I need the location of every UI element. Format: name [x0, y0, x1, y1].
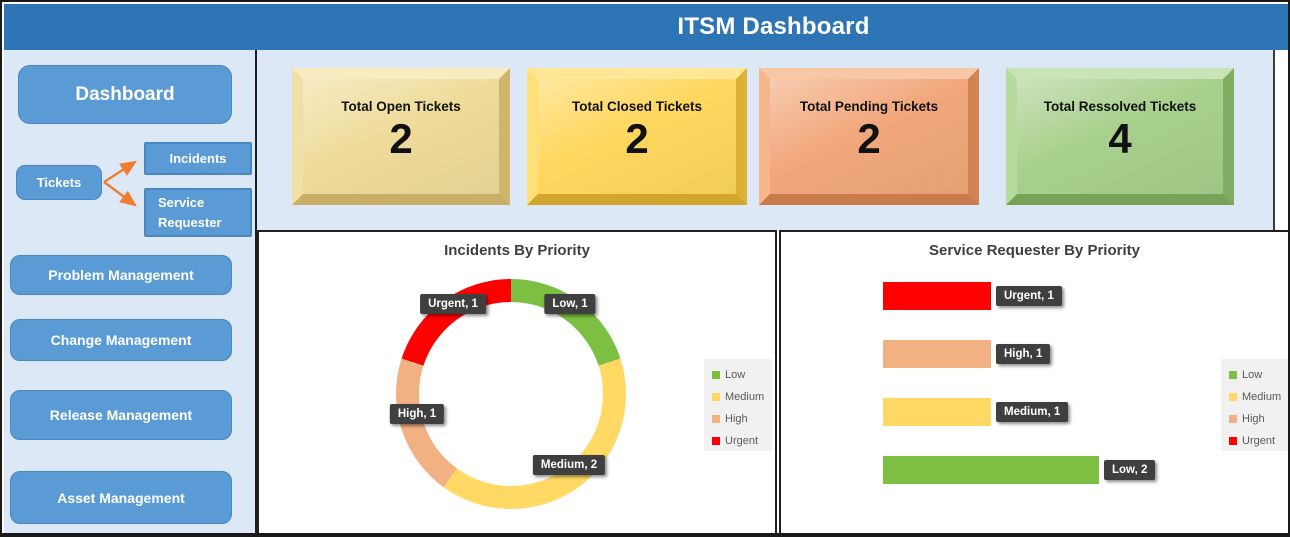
legend-label: Low [725, 369, 746, 381]
bar-medium [883, 398, 991, 426]
legend-item-low: Low [712, 364, 772, 386]
incidents-by-priority-chart-panel: Incidents By Priority Low, 1 Medium, 2 H… [257, 230, 777, 533]
bar-row-low: Low, 2 [883, 456, 1156, 484]
legend-item-medium: Medium [1229, 386, 1288, 408]
kpi-card-title: Total Open Tickets [341, 99, 461, 114]
kpi-card-value: 2 [625, 115, 649, 162]
donut-ring [396, 279, 626, 509]
bar-row-medium: Medium, 1 [883, 398, 1069, 426]
kpi-card-title: Total Pending Tickets [799, 99, 939, 114]
legend-label: Urgent [1242, 435, 1276, 447]
service-requester-by-priority-chart-panel: Service Requester By Priority Urgent, 1 H… [779, 230, 1288, 533]
legend-item-low: Low [1229, 364, 1288, 386]
donut-legend: Low Medium High Urgent [704, 359, 772, 451]
kpi-card-closed-tickets: Total Closed Tickets 2 [527, 68, 747, 205]
donut-label-high: High, 1 [389, 404, 445, 424]
sidebar-item-dashboard[interactable]: Dashboard [18, 65, 232, 124]
legend-item-urgent: Urgent [712, 430, 772, 452]
sidebar-item-problem-management[interactable]: Problem Management [10, 255, 232, 295]
bar-row-urgent: Urgent, 1 [883, 282, 1062, 310]
sidebar: Dashboard Tickets Incidents Service Requ… [4, 50, 257, 533]
kpi-card-value: 4 [1108, 115, 1132, 162]
bar-low [883, 456, 1099, 484]
sidebar-item-change-management[interactable]: Change Management [10, 319, 232, 361]
legend-item-high: High [712, 408, 772, 430]
donut-label-medium: Medium, 2 [532, 455, 606, 475]
sidebar-item-tickets[interactable]: Tickets [16, 165, 102, 200]
legend-label: Urgent [725, 435, 759, 447]
chart-title: Service Requester By Priority [929, 242, 1140, 259]
header-bar: ITSM Dashboard [4, 4, 1288, 50]
bar-urgent [883, 282, 991, 310]
kpi-cards-strip: Total Open Tickets 2 Total Closed Ticket… [257, 50, 1275, 230]
legend-label: Low [1242, 369, 1263, 381]
legend-swatch-low-icon [712, 371, 720, 379]
donut-label-urgent: Urgent, 1 [420, 294, 486, 314]
sidebar-item-incidents[interactable]: Incidents [144, 142, 252, 175]
kpi-card-open-tickets: Total Open Tickets 2 [292, 68, 510, 205]
bar-data-label: Low, 2 [1104, 460, 1156, 480]
legend-label: Medium [1242, 391, 1282, 403]
bar-data-label: Urgent, 1 [996, 286, 1062, 306]
legend-label: Medium [725, 391, 765, 403]
bar-data-label: High, 1 [996, 344, 1051, 364]
legend-swatch-urgent-icon [712, 437, 720, 445]
legend-item-high: High [1229, 408, 1288, 430]
bar-row-high: High, 1 [883, 340, 1051, 368]
page-title: ITSM Dashboard [677, 13, 870, 40]
bar-legend: Low Medium High Urgent [1221, 359, 1288, 452]
legend-swatch-high-icon [1229, 415, 1237, 423]
bar-plot: Urgent, 1 High, 1 Medium, 1 Low, 2 [883, 232, 1283, 533]
sidebar-item-asset-management[interactable]: Asset Management [10, 471, 232, 524]
legend-swatch-urgent-icon [1229, 437, 1237, 445]
legend-swatch-high-icon [712, 415, 720, 423]
sidebar-item-release-management[interactable]: Release Management [10, 390, 232, 440]
legend-swatch-medium-icon [1229, 393, 1237, 401]
legend-item-medium: Medium [712, 386, 772, 408]
sidebar-item-service-requester[interactable]: Service Requester [144, 188, 252, 237]
kpi-card-title: Total Closed Tickets [571, 99, 703, 114]
kpi-card-value: 2 [389, 115, 413, 162]
kpi-card-value: 2 [857, 115, 881, 162]
chart-title: Incidents By Priority [444, 242, 590, 259]
bar-data-label: Medium, 1 [996, 402, 1069, 422]
legend-label: High [1242, 413, 1265, 425]
kpi-card-pending-tickets: Total Pending Tickets 2 [759, 68, 979, 205]
kpi-card-title: Total Ressolved Tickets [1043, 99, 1197, 114]
legend-label: High [725, 413, 748, 425]
kpi-card-resolved-tickets: Total Ressolved Tickets 4 [1006, 68, 1234, 205]
legend-swatch-low-icon [1229, 371, 1237, 379]
bar-high [883, 340, 991, 368]
donut-label-low: Low, 1 [544, 294, 596, 314]
legend-item-urgent: Urgent [1229, 430, 1288, 452]
legend-swatch-medium-icon [712, 393, 720, 401]
